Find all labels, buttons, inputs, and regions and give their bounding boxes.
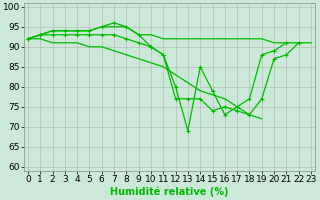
X-axis label: Humidité relative (%): Humidité relative (%) xyxy=(110,187,229,197)
